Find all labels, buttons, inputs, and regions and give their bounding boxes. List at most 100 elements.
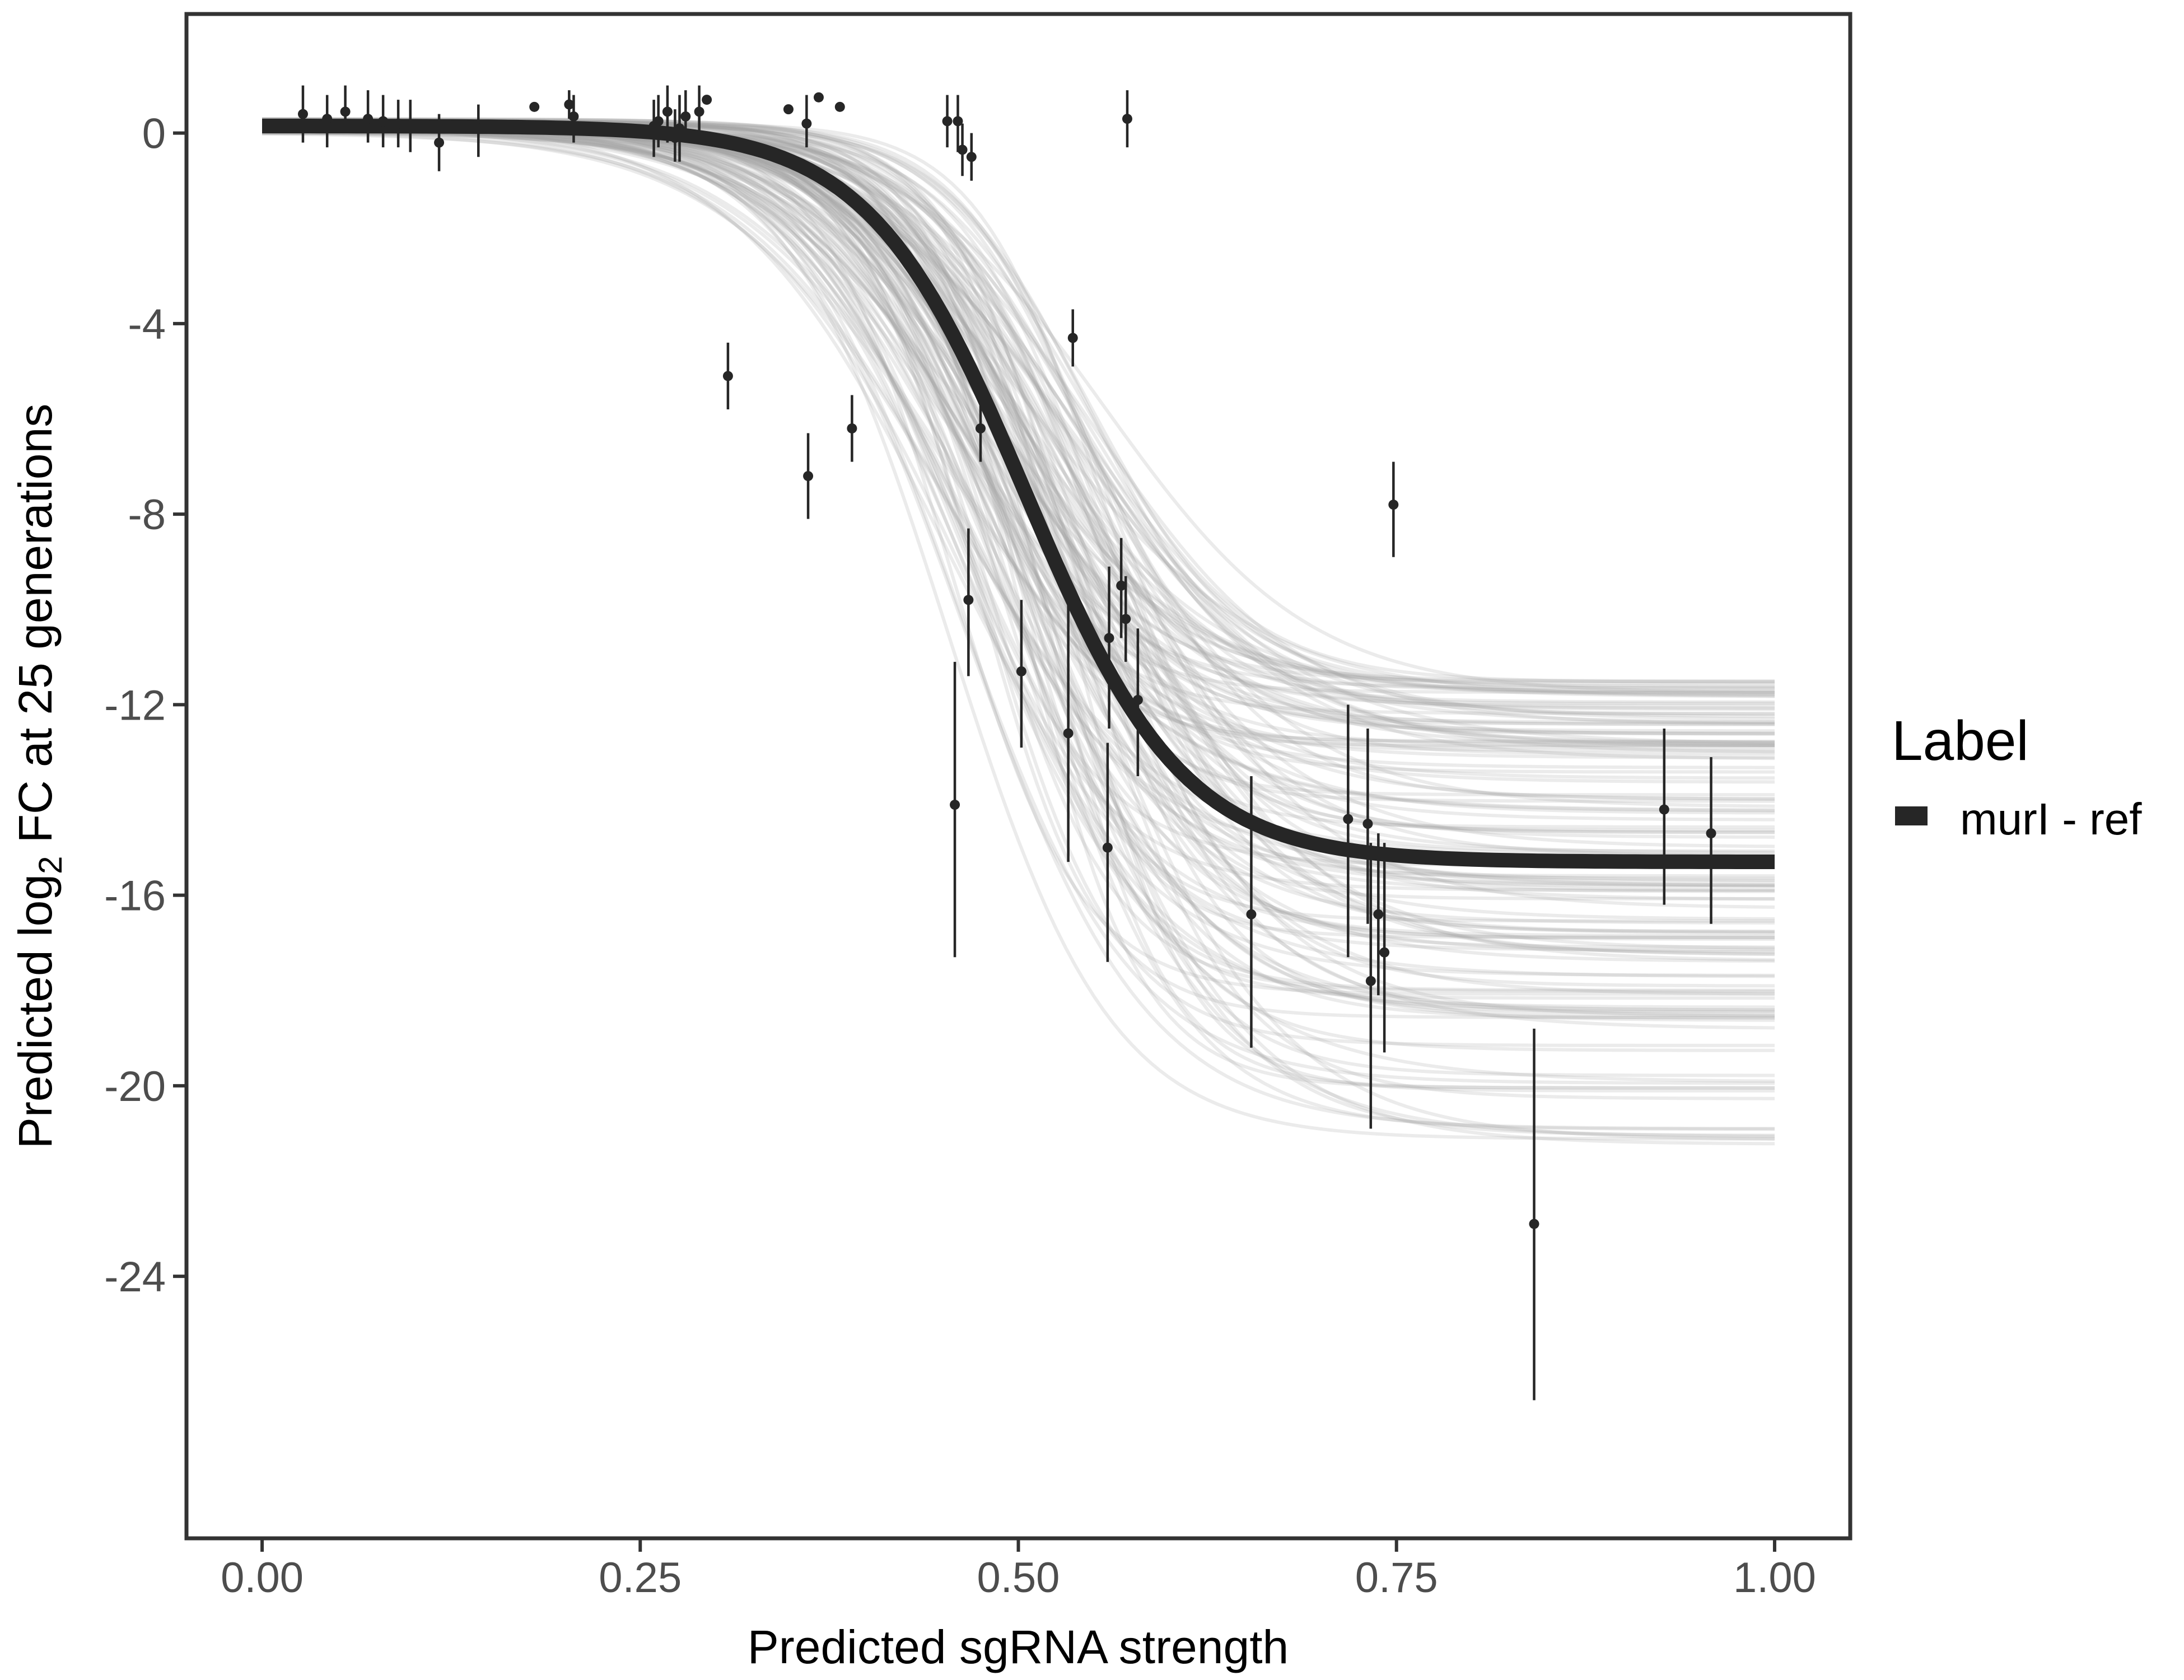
point-marker [722, 371, 733, 381]
y-axis-title-subscript: 2 [32, 856, 69, 874]
y-tick-label: -8 [128, 491, 166, 539]
point-marker [473, 123, 484, 134]
posterior-draw-line [262, 117, 1775, 694]
data-point [702, 95, 712, 105]
point-marker [803, 471, 814, 482]
data-point [963, 528, 974, 676]
fit-curve-murI-ref [262, 119, 1775, 869]
data-point [322, 95, 333, 148]
y-tick-label: -4 [128, 301, 166, 348]
point-marker [1529, 1219, 1539, 1229]
point-marker [957, 144, 968, 155]
legend-swatch-murI-ref [1895, 806, 1928, 825]
posterior-draw-line [262, 126, 1775, 813]
data-point [363, 90, 374, 143]
point-marker [1067, 333, 1078, 343]
point-marker [813, 92, 824, 102]
data-point [1659, 728, 1669, 905]
data-point [950, 661, 960, 958]
data-point [1132, 628, 1143, 776]
posterior-draw-line [262, 130, 1775, 696]
data-point [1063, 604, 1074, 862]
data-point [393, 100, 404, 148]
point-marker [363, 114, 374, 124]
point-marker [1365, 976, 1376, 986]
x-tick-label: 0.50 [977, 1554, 1060, 1602]
data-point [662, 85, 673, 143]
posterior-draw-line [262, 128, 1775, 1138]
y-axis-title: Predicted log2 FC at 25 generations [9, 404, 69, 1149]
posterior-draw-line [262, 132, 1775, 735]
point-marker [564, 99, 575, 110]
data-point [680, 90, 691, 143]
data-point [834, 101, 845, 112]
data-point [966, 133, 977, 181]
posterior-draw-line [262, 128, 1775, 977]
point-marker [1116, 580, 1127, 591]
point-marker [783, 104, 794, 115]
data-point [434, 114, 445, 171]
data-point [1121, 576, 1131, 662]
data-point [722, 342, 733, 410]
plot-panel-border [184, 12, 1852, 1541]
point-marker [1388, 500, 1399, 510]
legend-title: Label [1892, 710, 2029, 772]
data-point [1343, 704, 1354, 958]
point-marker [340, 106, 351, 117]
x-tick-label: 0.25 [599, 1554, 682, 1602]
data-point [1102, 743, 1113, 962]
data-point [813, 92, 824, 102]
data-point [694, 85, 704, 138]
x-axis: 0.00 0.25 0.50 0.75 1.00 [221, 1540, 1816, 1602]
x-axis-title: Predicted sgRNA strength [748, 1621, 1289, 1673]
x-tick-label: 0.75 [1355, 1554, 1438, 1602]
data-point [1365, 843, 1376, 1129]
data-point [1122, 90, 1132, 148]
data-point [1016, 600, 1026, 748]
point-marker [694, 106, 704, 117]
data-point [803, 433, 814, 519]
data-point [953, 95, 963, 152]
point-marker [653, 116, 664, 127]
data-point [975, 395, 986, 462]
point-marker [1659, 804, 1669, 815]
data-point [340, 85, 351, 133]
posterior-draw-line [262, 131, 1775, 784]
data-point [783, 104, 794, 115]
data-point [473, 104, 484, 157]
point-marker [680, 111, 691, 122]
posterior-draw-line [262, 132, 1775, 857]
y-tick-label: -20 [104, 1063, 166, 1110]
point-marker [847, 423, 857, 434]
posterior-draw-line [262, 128, 1775, 901]
data-point [378, 95, 389, 148]
posterior-draw-line [262, 127, 1775, 1083]
posterior-draw-line [262, 128, 1775, 941]
legend-label-murI-ref: murI - ref [1960, 794, 2142, 844]
posterior-draw-line [262, 125, 1775, 812]
legend: Label murI - ref [1892, 710, 2142, 844]
data-point [297, 85, 308, 143]
x-tick-label: 0.00 [221, 1554, 304, 1602]
data-point [1706, 757, 1716, 924]
data-point [942, 95, 953, 148]
point-marker [1132, 694, 1143, 705]
data-point [1379, 843, 1390, 1053]
point-marker [1343, 814, 1354, 824]
point-marker [963, 595, 974, 605]
data-point [1067, 309, 1078, 367]
data-point [529, 101, 540, 112]
data-point [957, 123, 968, 176]
data-point [1529, 1028, 1539, 1401]
y-axis: 0 -4 -8 -12 -16 -20 -24 [104, 110, 185, 1301]
posterior-draw-line [262, 117, 1775, 1000]
point-marker [702, 95, 712, 105]
point-marker [1063, 728, 1074, 739]
posterior-draw-line [262, 129, 1775, 1146]
data-point [847, 395, 857, 462]
point-marker [1373, 909, 1384, 920]
posterior-draw-line [262, 130, 1775, 882]
y-tick-label: -12 [104, 682, 166, 729]
